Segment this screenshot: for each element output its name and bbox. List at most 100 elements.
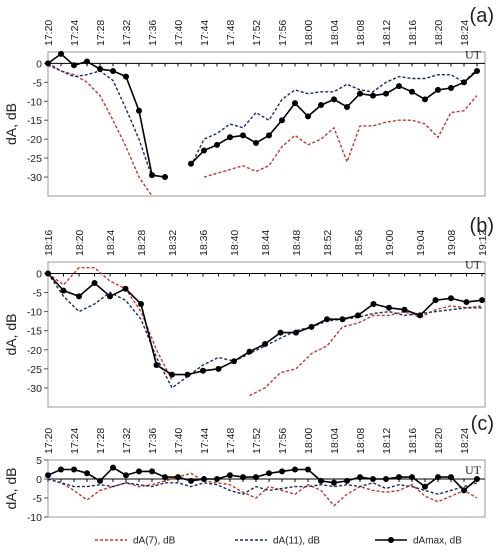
data-point <box>435 474 441 481</box>
data-point <box>201 476 207 482</box>
y-tick-label: 0 <box>36 58 42 70</box>
x-tick-label: 18:04 <box>329 428 341 454</box>
plot-area <box>47 459 486 518</box>
x-tick-label: 18:16 <box>407 20 419 46</box>
data-point <box>231 358 237 365</box>
x-tick-label: 17:56 <box>277 428 289 454</box>
series-line <box>47 466 478 492</box>
data-point <box>136 107 142 114</box>
data-point <box>123 73 129 80</box>
x-tick-label: 17:52 <box>251 428 263 454</box>
data-point <box>344 103 350 110</box>
data-point <box>474 67 480 74</box>
data-point <box>396 474 402 481</box>
data-point <box>76 293 82 300</box>
data-point <box>107 293 113 300</box>
series-line <box>203 95 478 178</box>
x-tick-label: 17:32 <box>121 428 133 454</box>
series-line <box>249 305 483 397</box>
data-point <box>253 474 259 481</box>
y-tick-label: -30 <box>27 383 42 395</box>
y-tick-label: -10 <box>27 512 42 524</box>
x-tick-label: 17:24 <box>69 428 81 454</box>
x-tick-label: 19:04 <box>415 230 427 256</box>
x-tick-label: 18:56 <box>353 230 365 256</box>
x-tick-label: 17:36 <box>147 428 159 454</box>
series-line <box>47 272 483 376</box>
series-line <box>47 472 478 507</box>
data-point <box>253 139 259 146</box>
x-tick-label: 18:24 <box>459 428 471 454</box>
series-line <box>47 273 482 389</box>
x-tick-label: 18:36 <box>198 230 210 256</box>
data-point <box>383 90 389 97</box>
data-point <box>138 300 144 307</box>
data-point <box>45 472 51 479</box>
y-tick-label: 5 <box>36 455 42 467</box>
data-point <box>422 483 428 490</box>
data-point <box>214 476 220 482</box>
x-tick-label: 17:20 <box>43 428 55 454</box>
x-tick-label: 18:52 <box>322 230 334 256</box>
x-tick-label: 18:00 <box>303 428 315 454</box>
data-point <box>432 297 439 304</box>
x-tick-label: 18:16 <box>43 230 55 256</box>
data-point <box>383 476 389 482</box>
x-tick-label: 17:44 <box>199 20 211 46</box>
x-tick-label: 18:44 <box>260 230 272 256</box>
data-point <box>162 174 168 181</box>
data-point <box>370 92 376 99</box>
x-tick-label: 17:48 <box>225 428 237 454</box>
axis-annotation: UT <box>465 463 482 477</box>
data-point <box>324 316 330 323</box>
series-line <box>47 478 478 495</box>
data-point <box>162 474 168 481</box>
data-point <box>344 477 350 484</box>
x-tick-label: 18:20 <box>433 428 445 454</box>
plot-area <box>47 51 486 197</box>
series-line <box>190 68 478 167</box>
x-tick-label: 18:20 <box>74 230 86 256</box>
series-line <box>47 64 153 197</box>
data-point <box>417 312 423 319</box>
legend-label: dA(7), dB <box>133 536 176 547</box>
data-point <box>122 285 129 292</box>
y-tick-label: -15 <box>27 115 42 127</box>
data-point <box>188 477 194 484</box>
data-point <box>188 160 194 167</box>
data-point <box>448 85 454 91</box>
data-point <box>58 466 64 473</box>
y-axis-label: dA, dB <box>3 103 19 145</box>
data-point <box>175 474 181 481</box>
x-tick-label: 18:48 <box>291 230 303 256</box>
data-point <box>357 90 363 97</box>
data-point <box>305 113 311 120</box>
x-tick-label: 17:32 <box>121 20 133 46</box>
x-tick-label: 18:40 <box>229 230 241 256</box>
data-point <box>246 348 253 355</box>
x-tick-label: 17:40 <box>173 428 185 454</box>
data-point <box>396 83 402 90</box>
data-point <box>331 96 337 103</box>
data-point <box>409 88 415 95</box>
y-tick-label: -25 <box>27 153 42 165</box>
x-tick-label: 18:16 <box>407 428 419 454</box>
axis-annotation: UT <box>465 257 482 271</box>
x-tick-label: 19:12 <box>477 230 489 256</box>
x-tick-label: 18:32 <box>167 230 179 256</box>
y-tick-label: -5 <box>33 493 42 505</box>
legend-label: dA(11), dB <box>273 536 320 547</box>
legend-label: dAmax, dB <box>413 536 462 547</box>
data-point <box>91 279 98 286</box>
y-tick-label: -5 <box>33 288 42 300</box>
data-point <box>215 365 222 372</box>
data-point <box>355 312 361 319</box>
data-point <box>331 479 337 486</box>
panel-label: (b) <box>470 215 494 237</box>
x-tick-label: 17:36 <box>147 20 159 46</box>
legend-marker <box>388 537 394 543</box>
data-point <box>293 329 299 336</box>
data-point <box>279 468 285 475</box>
y-tick-label: -10 <box>27 96 42 108</box>
data-point <box>200 367 206 374</box>
